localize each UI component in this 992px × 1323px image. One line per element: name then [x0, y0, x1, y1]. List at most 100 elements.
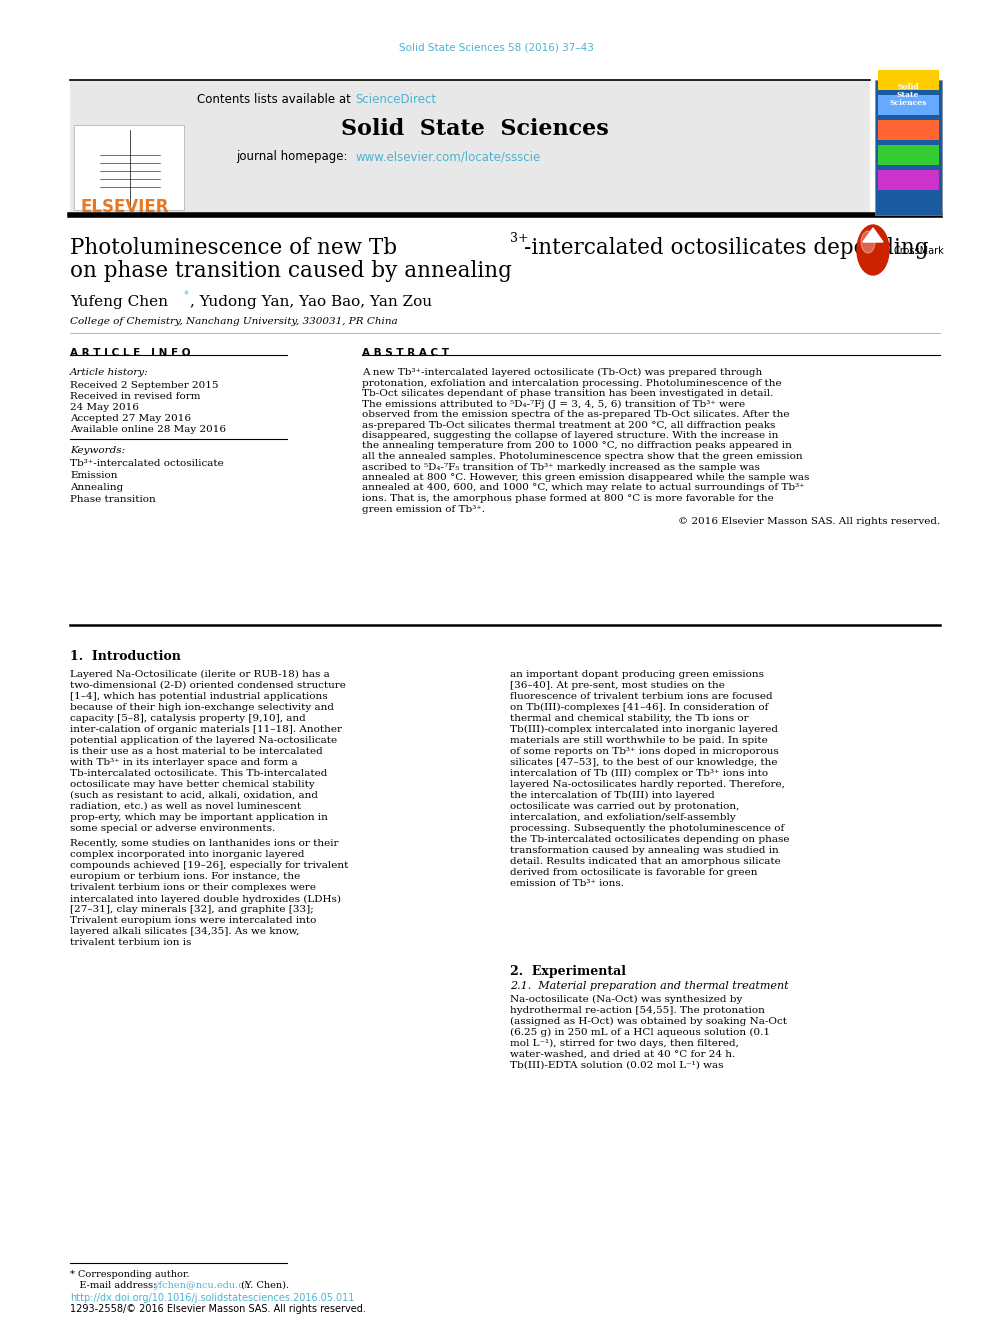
Text: Accepted 27 May 2016: Accepted 27 May 2016	[70, 414, 191, 423]
Text: capacity [5–8], catalysis property [9,10], and: capacity [5–8], catalysis property [9,10…	[70, 714, 306, 722]
Text: Available online 28 May 2016: Available online 28 May 2016	[70, 425, 226, 434]
Text: the intercalation of Tb(III) into layered: the intercalation of Tb(III) into layere…	[510, 791, 715, 800]
FancyBboxPatch shape	[70, 79, 870, 216]
Text: on phase transition caused by annealing: on phase transition caused by annealing	[70, 261, 512, 282]
Text: Na-octosilicate (Na-Oct) was synthesized by: Na-octosilicate (Na-Oct) was synthesized…	[510, 995, 742, 1004]
Text: College of Chemistry, Nanchang University, 330031, PR China: College of Chemistry, Nanchang Universit…	[70, 318, 398, 325]
Text: potential application of the layered Na-octosilicate: potential application of the layered Na-…	[70, 736, 337, 745]
Text: water-washed, and dried at 40 °C for 24 h.: water-washed, and dried at 40 °C for 24 …	[510, 1050, 735, 1058]
Text: derived from octosilicate is favorable for green: derived from octosilicate is favorable f…	[510, 868, 758, 877]
Text: transformation caused by annealing was studied in: transformation caused by annealing was s…	[510, 845, 779, 855]
Text: (Y. Chen).: (Y. Chen).	[238, 1281, 289, 1290]
Text: ELSEVIER: ELSEVIER	[80, 198, 169, 216]
Text: 1.  Introduction: 1. Introduction	[70, 650, 181, 663]
Polygon shape	[863, 228, 883, 242]
Text: Phase transition: Phase transition	[70, 495, 156, 504]
Text: CrossMark: CrossMark	[893, 246, 943, 255]
Text: ions. That is, the amorphous phase formed at 800 °C is more favorable for the: ions. That is, the amorphous phase forme…	[362, 493, 774, 503]
Text: (assigned as H-Oct) was obtained by soaking Na-Oct: (assigned as H-Oct) was obtained by soak…	[510, 1017, 787, 1027]
Text: Recently, some studies on lanthanides ions or their: Recently, some studies on lanthanides io…	[70, 839, 338, 848]
Text: Solid State Sciences 58 (2016) 37–43: Solid State Sciences 58 (2016) 37–43	[399, 44, 593, 53]
Text: radiation, etc.) as well as novel luminescent: radiation, etc.) as well as novel lumine…	[70, 802, 302, 811]
Text: Photoluminescence of new Tb: Photoluminescence of new Tb	[70, 237, 397, 259]
Text: A R T I C L E   I N F O: A R T I C L E I N F O	[70, 348, 190, 359]
Text: prop-erty, which may be important application in: prop-erty, which may be important applic…	[70, 814, 328, 822]
Text: mol L⁻¹), stirred for two days, then filtered,: mol L⁻¹), stirred for two days, then fil…	[510, 1039, 739, 1048]
Text: 1293-2558/© 2016 Elsevier Masson SAS. All rights reserved.: 1293-2558/© 2016 Elsevier Masson SAS. Al…	[70, 1304, 366, 1314]
Text: disappeared, suggesting the collapse of layered structure. With the increase in: disappeared, suggesting the collapse of …	[362, 431, 779, 441]
Text: with Tb³⁺ in its interlayer space and form a: with Tb³⁺ in its interlayer space and fo…	[70, 758, 298, 767]
FancyBboxPatch shape	[74, 124, 184, 210]
Text: Solid  State  Sciences: Solid State Sciences	[341, 118, 609, 140]
Text: A B S T R A C T: A B S T R A C T	[362, 348, 449, 359]
Text: Contents lists available at: Contents lists available at	[197, 93, 355, 106]
Text: Received in revised form: Received in revised form	[70, 392, 200, 401]
Text: detail. Results indicated that an amorphous silicate: detail. Results indicated that an amorph…	[510, 857, 781, 867]
Text: annealed at 400, 600, and 1000 °C, which may relate to actual surroundings of Tb: annealed at 400, 600, and 1000 °C, which…	[362, 483, 805, 492]
Text: Tb-intercalated octosilicate. This Tb-intercalated: Tb-intercalated octosilicate. This Tb-in…	[70, 769, 327, 778]
Text: compounds achieved [19–26], especially for trivalent: compounds achieved [19–26], especially f…	[70, 861, 348, 871]
Text: some special or adverse environments.: some special or adverse environments.	[70, 824, 275, 833]
Text: annealed at 800 °C. However, this green emission disappeared while the sample wa: annealed at 800 °C. However, this green …	[362, 474, 809, 482]
Text: Article history:: Article history:	[70, 368, 149, 377]
Text: trivalent terbium ion is: trivalent terbium ion is	[70, 938, 191, 947]
Text: layered alkali silicates [34,35]. As we know,: layered alkali silicates [34,35]. As we …	[70, 927, 300, 937]
Text: processing. Subsequently the photoluminescence of: processing. Subsequently the photolumine…	[510, 824, 785, 833]
Text: Layered Na-Octosilicate (ilerite or RUB-18) has a: Layered Na-Octosilicate (ilerite or RUB-…	[70, 669, 329, 679]
Text: as-prepared Tb-Oct silicates thermal treatment at 200 °C, all diffraction peaks: as-prepared Tb-Oct silicates thermal tre…	[362, 421, 776, 430]
Text: protonation, exfoliation and intercalation processing. Photoluminescence of the: protonation, exfoliation and intercalati…	[362, 378, 782, 388]
FancyBboxPatch shape	[878, 146, 939, 165]
Text: Annealing: Annealing	[70, 483, 123, 492]
Text: yfchen@ncu.edu.cn: yfchen@ncu.edu.cn	[153, 1281, 250, 1290]
Text: http://dx.doi.org/10.1016/j.solidstatesciences.2016.05.011: http://dx.doi.org/10.1016/j.solidstatesc…	[70, 1293, 354, 1303]
Ellipse shape	[857, 225, 889, 275]
Text: intercalated into layered double hydroxides (LDHs): intercalated into layered double hydroxi…	[70, 894, 341, 904]
Text: A new Tb³⁺-intercalated layered octosilicate (Tb-Oct) was prepared through: A new Tb³⁺-intercalated layered octosili…	[362, 368, 762, 377]
Text: Sciences: Sciences	[889, 99, 927, 107]
FancyBboxPatch shape	[878, 169, 939, 191]
Text: on Tb(III)-complexes [41–46]. In consideration of: on Tb(III)-complexes [41–46]. In conside…	[510, 703, 769, 712]
Text: (such as resistant to acid, alkali, oxidation, and: (such as resistant to acid, alkali, oxid…	[70, 791, 318, 800]
Text: the Tb-intercalated octosilicates depending on phase: the Tb-intercalated octosilicates depend…	[510, 835, 790, 844]
FancyBboxPatch shape	[878, 70, 939, 90]
FancyBboxPatch shape	[875, 79, 942, 216]
Text: octosilicate was carried out by protonation,: octosilicate was carried out by protonat…	[510, 802, 739, 811]
Text: of some reports on Tb³⁺ ions doped in microporous: of some reports on Tb³⁺ ions doped in mi…	[510, 747, 779, 755]
Text: State: State	[897, 91, 920, 99]
Text: intercalation of Tb (III) complex or Tb³⁺ ions into: intercalation of Tb (III) complex or Tb³…	[510, 769, 768, 778]
Text: 3+: 3+	[510, 232, 529, 245]
Text: fluorescence of trivalent terbium ions are focused: fluorescence of trivalent terbium ions a…	[510, 692, 773, 701]
Text: Tb³⁺-intercalated octosilicate: Tb³⁺-intercalated octosilicate	[70, 459, 224, 468]
Text: the annealing temperature from 200 to 1000 °C, no diffraction peaks appeared in: the annealing temperature from 200 to 10…	[362, 442, 792, 451]
Text: all the annealed samples. Photoluminescence spectra show that the green emission: all the annealed samples. Photoluminesce…	[362, 452, 803, 460]
Text: [1–4], which has potential industrial applications: [1–4], which has potential industrial ap…	[70, 692, 327, 701]
Text: octosilicate may have better chemical stability: octosilicate may have better chemical st…	[70, 781, 314, 789]
Text: is their use as a host material to be intercalated: is their use as a host material to be in…	[70, 747, 322, 755]
Text: Emission: Emission	[70, 471, 117, 480]
Text: two-dimensional (2-D) oriented condensed structure: two-dimensional (2-D) oriented condensed…	[70, 681, 346, 691]
Text: trivalent terbium ions or their complexes were: trivalent terbium ions or their complexe…	[70, 884, 316, 893]
Text: 24 May 2016: 24 May 2016	[70, 404, 139, 411]
Text: [36–40]. At pre-sent, most studies on the: [36–40]. At pre-sent, most studies on th…	[510, 681, 725, 691]
Text: www.elsevier.com/locate/ssscie: www.elsevier.com/locate/ssscie	[355, 149, 541, 163]
Text: Keywords:: Keywords:	[70, 446, 125, 455]
Text: an important dopant producing green emissions: an important dopant producing green emis…	[510, 669, 764, 679]
Text: Tb-Oct silicates dependant of phase transition has been investigated in detail.: Tb-Oct silicates dependant of phase tran…	[362, 389, 774, 398]
FancyBboxPatch shape	[878, 95, 939, 115]
Text: hydrothermal re-action [54,55]. The protonation: hydrothermal re-action [54,55]. The prot…	[510, 1005, 765, 1015]
Text: Tb(III)-EDTA solution (0.02 mol L⁻¹) was: Tb(III)-EDTA solution (0.02 mol L⁻¹) was	[510, 1061, 723, 1070]
Text: 2.1.  Material preparation and thermal treatment: 2.1. Material preparation and thermal tr…	[510, 980, 789, 991]
Text: (6.25 g) in 250 mL of a HCl aqueous solution (0.1: (6.25 g) in 250 mL of a HCl aqueous solu…	[510, 1028, 770, 1037]
Text: Trivalent europium ions were intercalated into: Trivalent europium ions were intercalate…	[70, 917, 316, 925]
Text: * Corresponding author.: * Corresponding author.	[70, 1270, 189, 1279]
Text: europium or terbium ions. For instance, the: europium or terbium ions. For instance, …	[70, 872, 301, 881]
Text: E-mail address:: E-mail address:	[70, 1281, 160, 1290]
Text: ScienceDirect: ScienceDirect	[355, 93, 436, 106]
Text: because of their high ion-exchange selectivity and: because of their high ion-exchange selec…	[70, 703, 334, 712]
Ellipse shape	[861, 232, 875, 253]
Text: Solid: Solid	[897, 83, 919, 91]
Text: layered Na-octosilicates hardly reported. Therefore,: layered Na-octosilicates hardly reported…	[510, 781, 785, 789]
Text: inter-calation of organic materials [11–18]. Another: inter-calation of organic materials [11–…	[70, 725, 342, 734]
FancyBboxPatch shape	[878, 120, 939, 140]
Text: *: *	[184, 290, 188, 300]
